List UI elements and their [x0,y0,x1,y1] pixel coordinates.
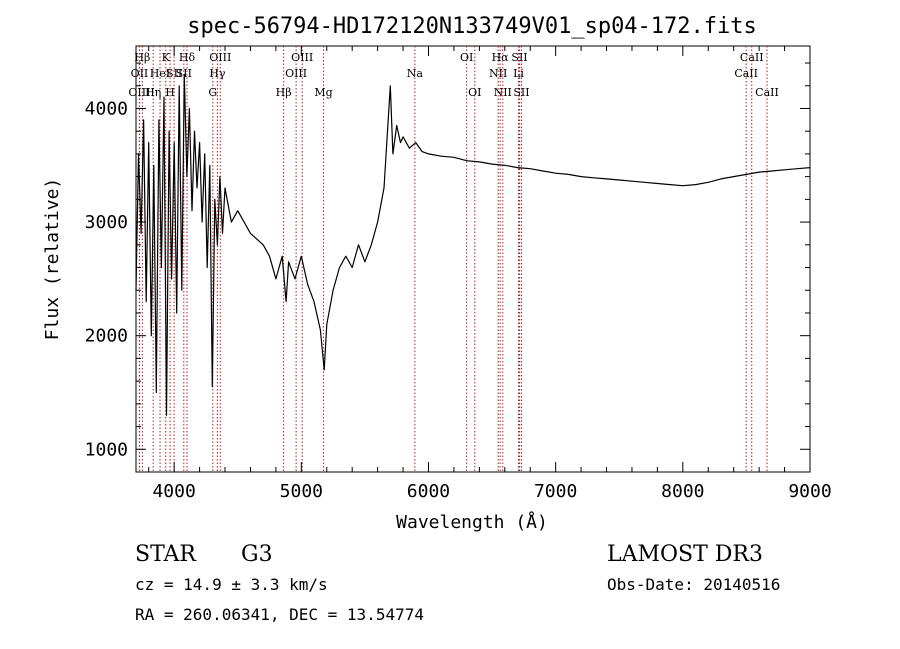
line-label-21: SII [511,51,527,64]
line-label-5: K [162,51,171,64]
line-label-7: SII [166,67,182,80]
y-tick-label-1: 2000 [85,326,128,347]
line-label-12: G [208,86,217,99]
line-label-18: OI [460,51,473,64]
line-label-25: SII [513,86,529,99]
line-label-24: NII [494,86,512,99]
line-label-11: Hγ [209,67,226,80]
x-tick-label-0: 4000 [152,481,195,502]
line-label-6: H [165,86,175,99]
survey-name: LAMOST DR3 [607,542,763,567]
spectrum-series [135,73,811,416]
y-tick-label-0: 1000 [85,439,128,460]
line-label-16: Mg [314,86,332,99]
line-label-23: Li [513,67,524,80]
line-label-17: Na [407,67,424,80]
object-class: STAR [135,542,197,567]
x-tick-label-3: 7000 [534,481,577,502]
plot-border [135,45,811,473]
redshift-velocity: cz = 14.9 ± 3.3 km/s [135,575,328,594]
plot-frame [135,45,811,473]
line-label-19: OI [468,86,481,99]
y-tick-label-3: 4000 [85,98,128,119]
line-label-26: CaII [740,51,764,64]
line-label-22: NII [489,67,507,80]
line-label-2: OIII [128,86,150,99]
axis-ticks [136,46,811,472]
line-label-14: OIII [291,51,313,64]
line-label-27: CaII [734,67,758,80]
line-label-9: SII [176,67,192,80]
x-tick-label-2: 6000 [407,481,450,502]
chart-title: spec-56794-HD172120N133749V01_sp04-172.f… [187,14,757,39]
line-label-4: HeI [150,67,170,80]
line-label-15: OIII [285,67,307,80]
y-axis-label: Flux (relative) [42,178,63,341]
x-tick-label-1: 5000 [280,481,323,502]
spectrum-line-0 [135,73,811,416]
object-subclass: G3 [241,542,273,567]
line-label-28: CaII [755,86,779,99]
line-label-1: OII [131,67,149,80]
line-label-8: Hδ [179,51,196,64]
x-axis-label: Wavelength (Å) [396,511,548,533]
x-tick-label-5: 9000 [788,481,831,502]
line-label-10: OIII [209,51,231,64]
line-label-20: Hα [492,51,510,64]
axis-tick-labels: 4000 5000 6000 7000 8000 9000 1000 2000 3000 4000 [85,98,832,502]
coordinates: RA = 260.06341, DEC = 13.54774 [135,605,424,624]
line-label-13: Hβ [276,86,292,99]
line-label-0: Hβ [134,51,150,64]
spectral-line-markers [138,46,768,472]
line-label-3: Hη [145,86,161,99]
x-tick-label-4: 8000 [661,481,704,502]
y-tick-label-2: 3000 [85,212,128,233]
observation-date: Obs-Date: 20140516 [607,575,780,594]
